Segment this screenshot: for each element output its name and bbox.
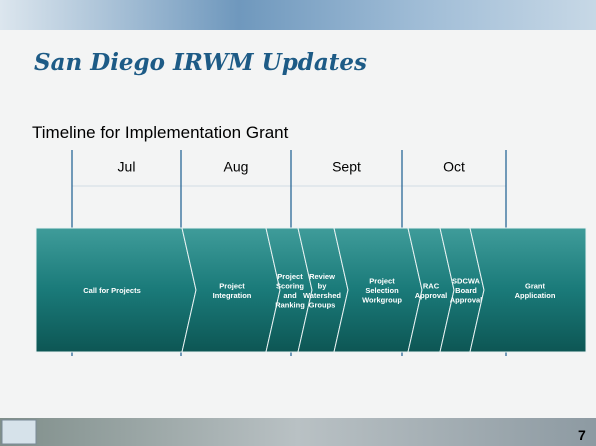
chevron-label: Ranking <box>275 300 305 309</box>
slide-title: San Diego IRWM Updates <box>34 49 367 76</box>
page-number: 7 <box>578 427 586 443</box>
logo <box>2 420 36 444</box>
chevron-label: Project <box>277 272 303 281</box>
chevron-label: Application <box>515 291 556 300</box>
chevron-label: Selection <box>365 286 399 295</box>
chevron-label: RAC <box>423 281 440 290</box>
month-label: Jul <box>118 159 136 175</box>
month-label: Aug <box>224 159 249 175</box>
chevron-label: SDCWA <box>452 277 481 286</box>
chevron-label: Approval <box>450 296 483 305</box>
chevron-label: Groups <box>309 300 336 309</box>
chevron-label: Project <box>369 277 395 286</box>
slide-canvas: San Diego IRWM Updates Timeline for Impl… <box>0 0 596 446</box>
month-label: Sept <box>332 159 361 175</box>
chevron-label: Review <box>309 272 335 281</box>
chevron-label: Call for Projects <box>83 286 141 295</box>
chevron-label: and <box>283 291 297 300</box>
chevron-label: Integration <box>213 291 252 300</box>
chevron-label: Approval <box>415 291 448 300</box>
chevron-label: Board <box>455 286 477 295</box>
chevron-label: Scoring <box>276 281 304 290</box>
subtitle: Timeline for Implementation Grant <box>32 123 289 142</box>
slide: San Diego IRWM Updates Timeline for Impl… <box>0 0 596 446</box>
chevron-label: Grant <box>525 281 546 290</box>
chevron-label: by <box>318 281 328 290</box>
bottom-band <box>0 418 596 446</box>
chevron-label: Workgroup <box>362 296 402 305</box>
chevron-label: Watershed <box>303 291 341 300</box>
chevron-label: Project <box>219 281 245 290</box>
top-band <box>0 0 596 30</box>
month-label: Oct <box>443 159 465 175</box>
